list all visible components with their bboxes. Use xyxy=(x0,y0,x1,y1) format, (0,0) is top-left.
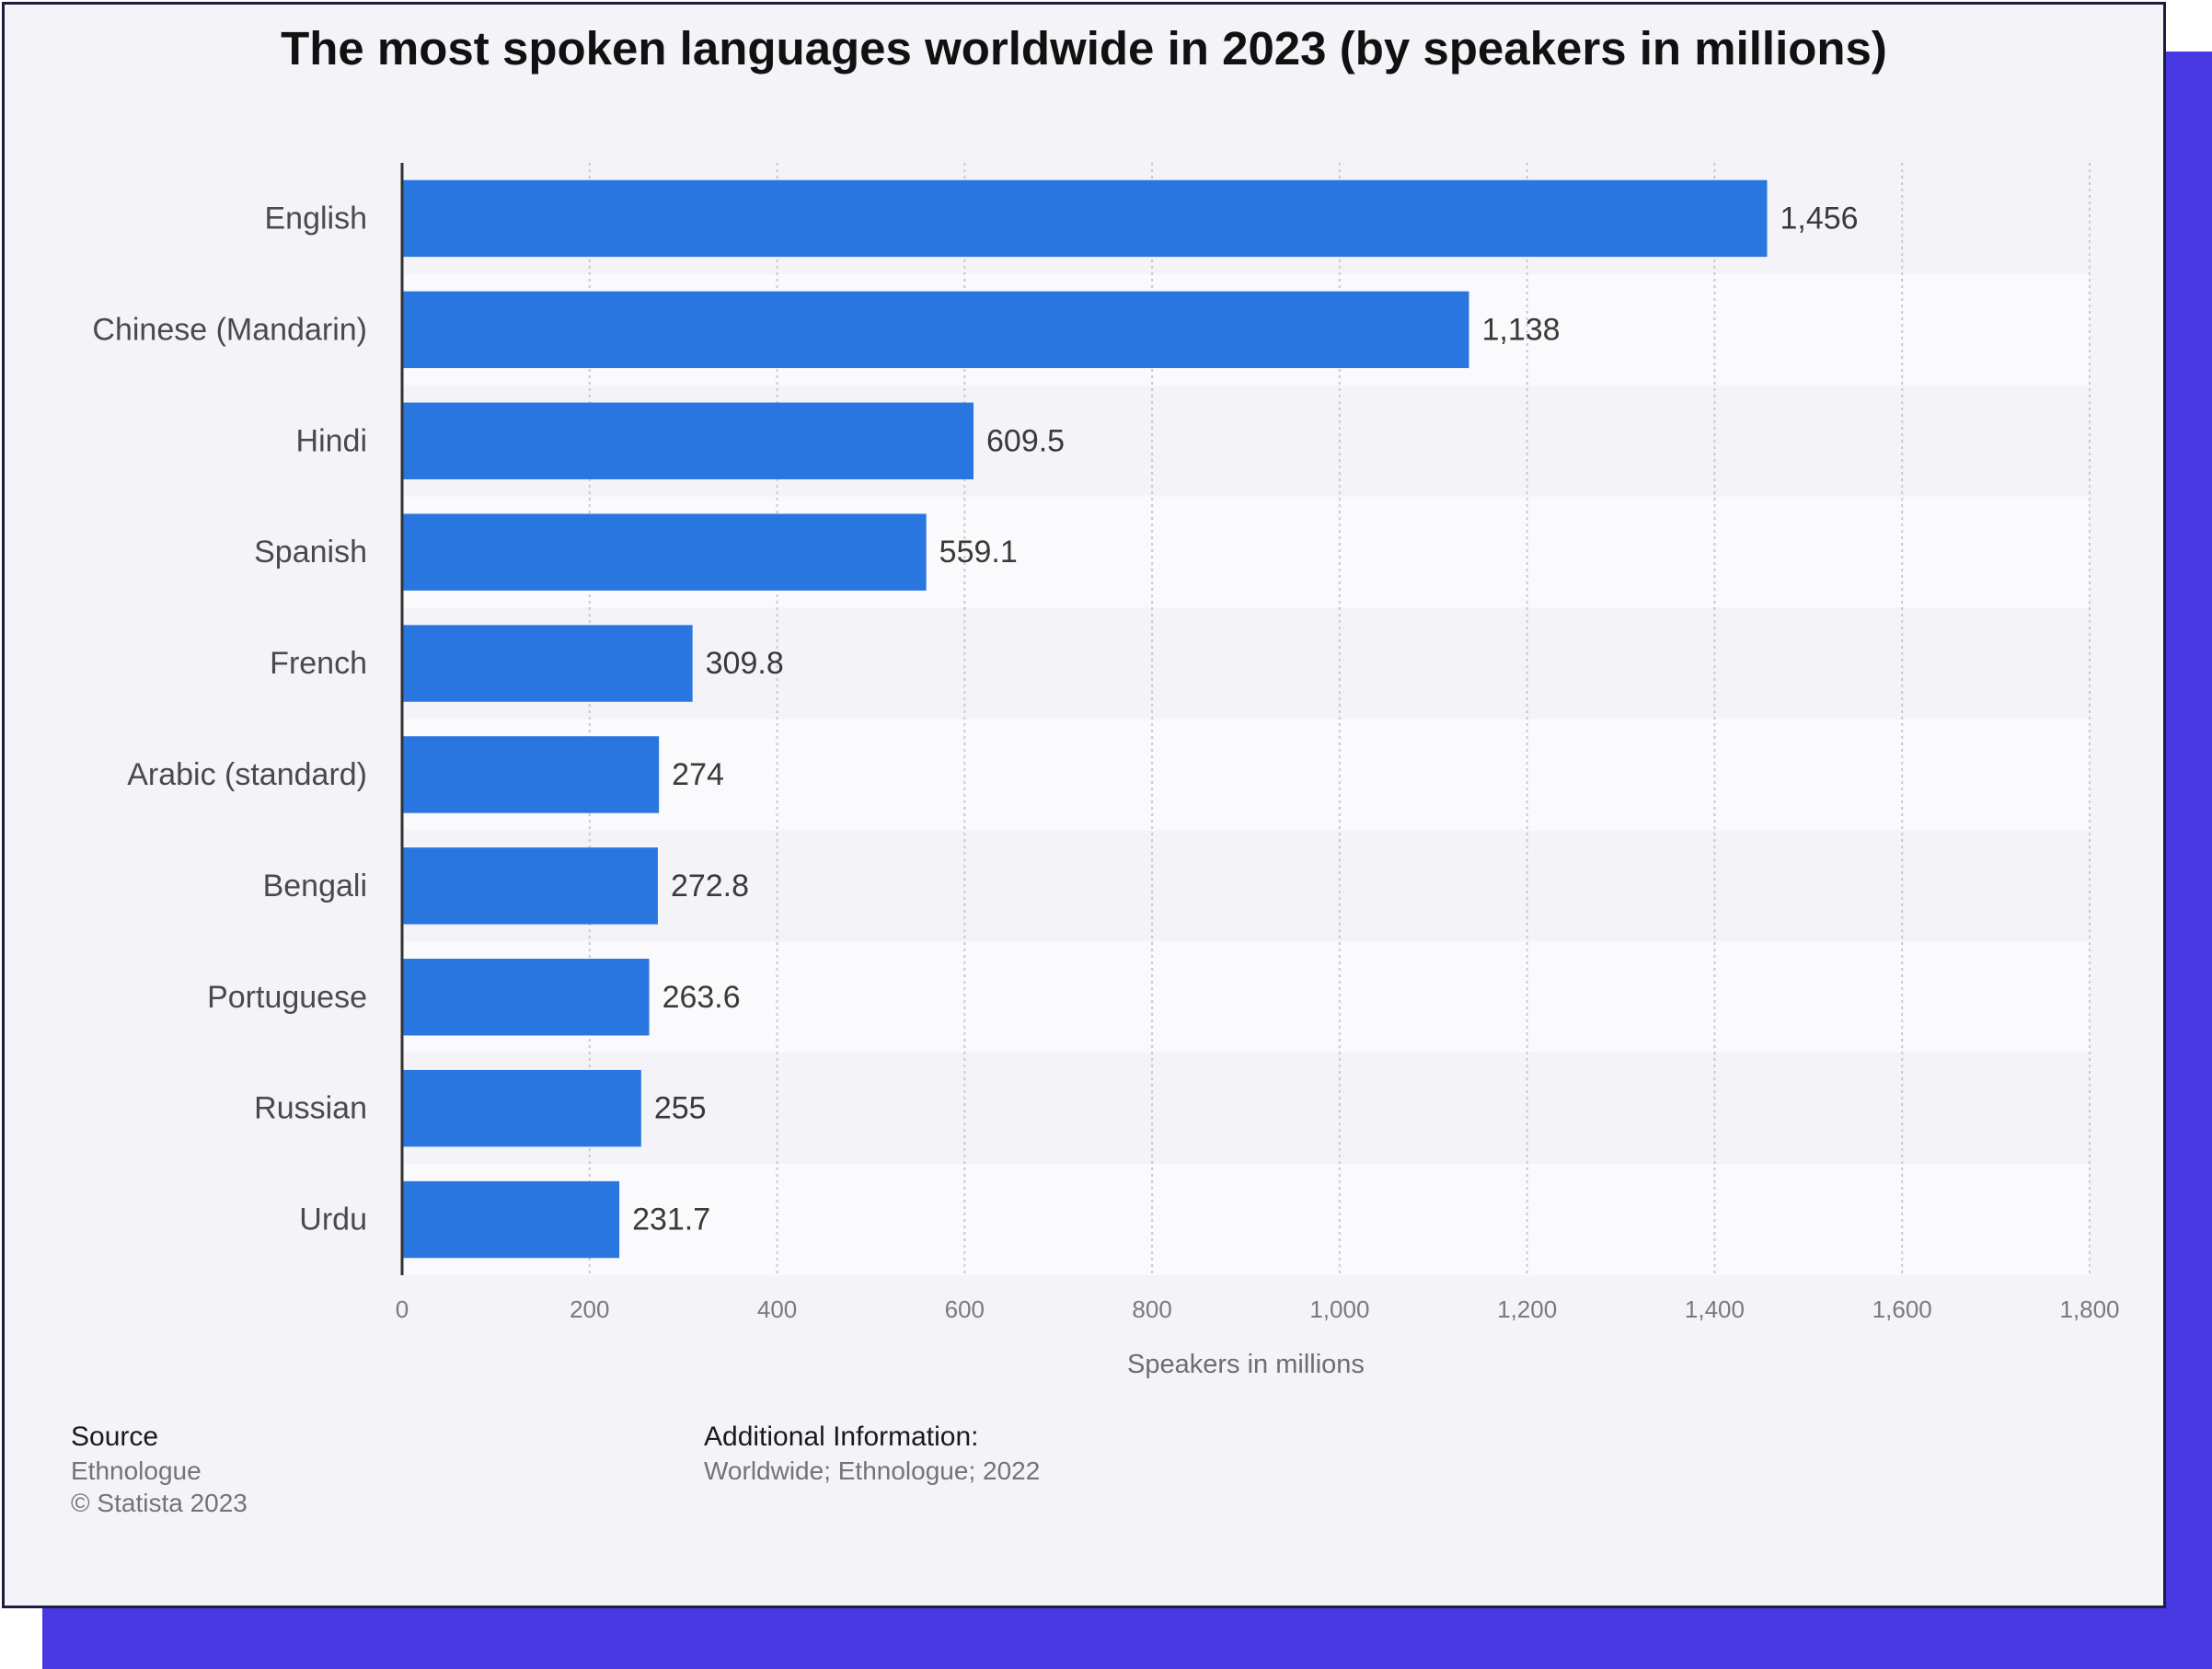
x-tick-label: 400 xyxy=(757,1295,797,1323)
value-label: 274 xyxy=(672,757,724,792)
bar xyxy=(402,1180,620,1259)
x-tick-label: 200 xyxy=(570,1295,609,1323)
x-tick-label: 800 xyxy=(1132,1295,1171,1323)
category-label: Portuguese xyxy=(207,980,367,1015)
row-band xyxy=(402,719,2090,831)
value-label: 309.8 xyxy=(706,646,784,681)
bar xyxy=(402,179,1768,258)
category-label: French xyxy=(270,646,367,681)
category-label: Spanish xyxy=(254,535,367,570)
x-tick-label: 1,200 xyxy=(1497,1295,1557,1323)
value-label: 255 xyxy=(654,1091,707,1126)
category-label: Arabic (standard) xyxy=(127,757,367,792)
x-tick-label: 1,600 xyxy=(1872,1295,1932,1323)
additional-info-text: Worldwide; Ethnologue; 2022 xyxy=(704,1456,1041,1485)
x-tick-label: 1,000 xyxy=(1309,1295,1369,1323)
x-axis-title: Speakers in millions xyxy=(1127,1350,1365,1379)
bar xyxy=(402,1069,641,1147)
category-label: English xyxy=(264,201,367,236)
source-name: Ethnologue xyxy=(71,1456,202,1485)
row-band xyxy=(402,1164,2090,1275)
x-tick-label: 600 xyxy=(945,1295,985,1323)
category-label: Chinese (Mandarin) xyxy=(92,312,367,347)
x-tick-label: 1,400 xyxy=(1685,1295,1745,1323)
value-label: 1,138 xyxy=(1481,312,1560,347)
value-label: 272.8 xyxy=(671,869,749,904)
category-label: Russian xyxy=(254,1091,367,1126)
bar xyxy=(402,847,658,925)
category-label: Hindi xyxy=(296,423,367,458)
x-tick-label: 1,800 xyxy=(2059,1295,2119,1323)
value-label: 1,456 xyxy=(1780,201,1859,236)
copyright-text: © Statista 2023 xyxy=(71,1489,248,1517)
bar-chart: English 1,456 Chinese (Mandarin) 1,138 Hindi… xyxy=(92,163,2120,1379)
bar xyxy=(402,959,650,1036)
value-label: 609.5 xyxy=(986,423,1065,458)
additional-info-heading: Additional Information: xyxy=(704,1422,979,1452)
category-label: Bengali xyxy=(263,869,367,904)
bar xyxy=(402,402,974,479)
bar xyxy=(402,291,1469,369)
bar xyxy=(402,625,693,702)
row-band xyxy=(402,941,2090,1053)
bar xyxy=(402,736,660,813)
value-label: 559.1 xyxy=(939,535,1018,570)
source-heading: Source xyxy=(71,1422,159,1452)
value-label: 231.7 xyxy=(632,1203,710,1237)
category-label: Urdu xyxy=(299,1203,367,1237)
chart-card: The most spoken languages worldwide in 2… xyxy=(2,2,2166,1608)
bar xyxy=(402,513,927,591)
chart-title: The most spoken languages worldwide in 2… xyxy=(281,22,1887,75)
x-tick-label: 0 xyxy=(396,1295,409,1323)
value-label: 263.6 xyxy=(662,980,741,1015)
